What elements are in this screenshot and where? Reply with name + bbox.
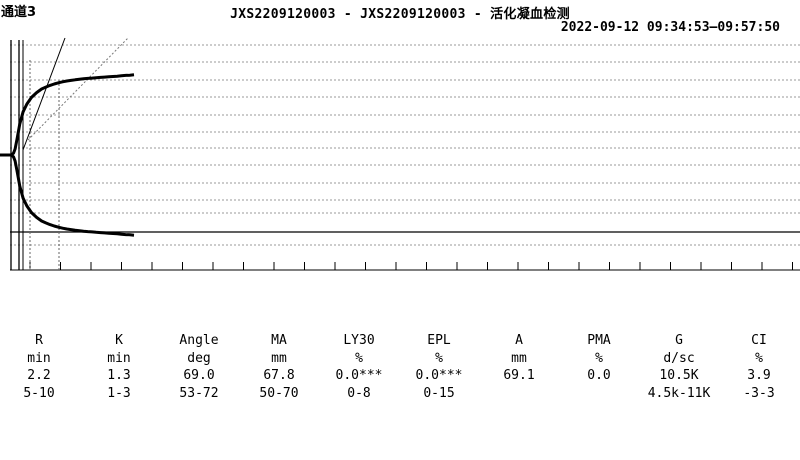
param-name: K [115, 333, 123, 348]
param-value: 67.8 [263, 368, 295, 383]
param-range: 0-15 [423, 385, 455, 401]
param-name: MA [271, 333, 287, 348]
teg-plot [0, 37, 800, 271]
param-unit: min [27, 350, 51, 366]
table-row-ranges: 5-10 1-3 53-72 50-70 0-8 0-15 4.5k-11K -3-3 [0, 386, 800, 404]
param-unit: d/sc [663, 350, 695, 366]
param-unit: mm [271, 350, 287, 366]
param-name: CI [751, 333, 767, 348]
reference-lines [10, 37, 129, 270]
param-value: 69.1 [503, 368, 535, 383]
angle-tangent-line [22, 37, 66, 151]
param-value: 0.0 [587, 368, 611, 383]
curve-lower [0, 153, 135, 237]
param-unit: % [435, 350, 443, 366]
chart-title: JXS2209120003 - JXS2209120003 - 活化凝血检测 [230, 7, 570, 22]
param-value: 10.5K [659, 368, 699, 383]
param-value: 0.0*** [415, 368, 463, 383]
param-value: 2.2 [27, 368, 51, 383]
table-row-units: min min deg mm%% mm% d/sc% [0, 351, 800, 369]
param-unit: deg [187, 350, 211, 366]
param-range: 4.5k-11K [647, 385, 711, 401]
param-value: 3.9 [747, 368, 771, 383]
param-name: R [35, 333, 43, 348]
curves [0, 73, 135, 237]
param-unit: mm [511, 350, 527, 366]
param-unit: % [355, 350, 363, 366]
param-unit: % [595, 350, 603, 366]
param-name: LY30 [343, 333, 375, 348]
param-range: 5-10 [23, 385, 55, 401]
param-name: EPL [427, 333, 451, 348]
param-unit: % [755, 350, 763, 366]
param-range: 53-72 [179, 385, 219, 401]
param-value: 0.0*** [335, 368, 383, 383]
parameter-table: R K Angle MA LY30 EPL A PMA G CI min min deg mm%% mm%… [0, 333, 800, 403]
datetime-range: 2022-09-12 09:34:53—09:57:50 [560, 20, 780, 35]
table-row-values: 2.2 1.3 69.0 67.8 0.0*** 0.0*** 69.1 0.0 10.5K 3.… [0, 368, 800, 386]
param-name: Angle [179, 333, 219, 348]
param-range: 0-8 [347, 385, 371, 401]
table-row-names: R K Angle MA LY30 EPL A PMA G CI [0, 333, 800, 351]
param-range: -3-3 [743, 385, 775, 401]
param-range: 1-3 [107, 385, 131, 401]
grid-lines [10, 44, 800, 271]
param-value: 69.0 [183, 368, 215, 383]
curve-upper [0, 73, 135, 157]
time-ticks [29, 262, 793, 270]
param-unit: min [107, 350, 131, 366]
param-name: PMA [587, 333, 611, 348]
param-range: 50-70 [259, 385, 299, 401]
param-name: G [675, 333, 683, 348]
channel-label: 通道3 [1, 5, 37, 20]
param-value: 1.3 [107, 368, 131, 383]
param-name: A [515, 333, 523, 348]
